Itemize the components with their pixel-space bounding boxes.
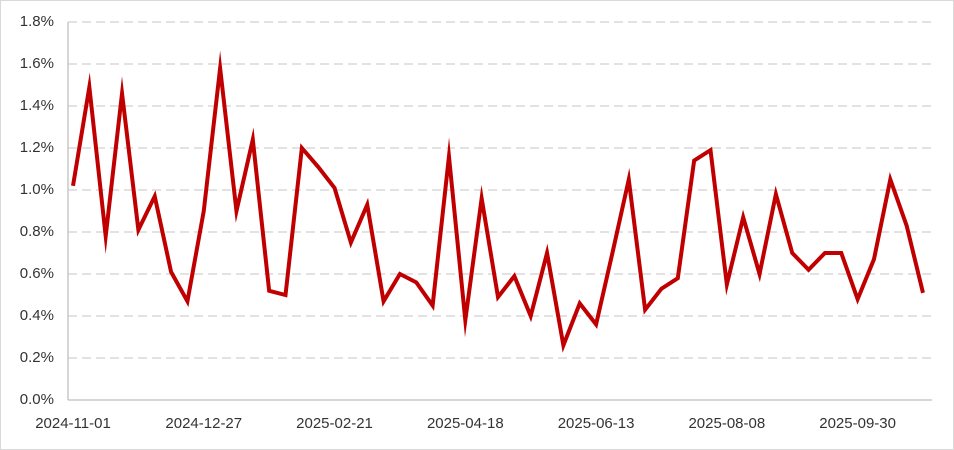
x-tick-label: 2024-11-01 xyxy=(35,415,111,432)
y-tick-label: 1.6% xyxy=(20,55,54,72)
x-tick-label: 2025-08-08 xyxy=(688,415,765,432)
y-tick-label: 0.2% xyxy=(20,349,54,366)
y-tick-label: 1.4% xyxy=(20,97,54,114)
y-tick-label: 0.0% xyxy=(20,391,54,408)
x-tick-label: 2024-12-27 xyxy=(165,415,242,432)
x-tick-label: 2025-02-21 xyxy=(296,415,373,432)
y-tick-label: 0.6% xyxy=(20,265,54,282)
x-tick-label: 2025-04-18 xyxy=(427,415,504,432)
y-tick-label: 0.8% xyxy=(20,223,54,240)
y-tick-label: 1.2% xyxy=(20,139,54,156)
x-tick-label: 2025-06-13 xyxy=(558,415,635,432)
x-tick-label: 2025-09-30 xyxy=(819,415,896,432)
y-tick-label: 0.4% xyxy=(20,307,54,324)
data-line xyxy=(71,50,925,353)
y-tick-label: 1.8% xyxy=(20,13,54,30)
y-tick-label: 1.0% xyxy=(20,181,54,198)
